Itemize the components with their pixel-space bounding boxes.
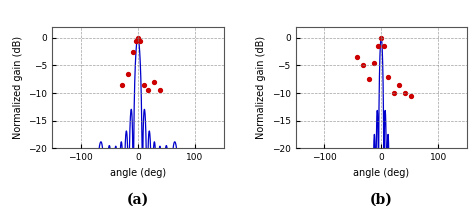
X-axis label: angle (deg): angle (deg) [353,168,409,178]
Text: (a): (a) [127,192,149,206]
Text: (b): (b) [370,192,392,206]
Y-axis label: Normalized gain (dB): Normalized gain (dB) [13,36,23,139]
Y-axis label: Normalized gain (dB): Normalized gain (dB) [256,36,266,139]
X-axis label: angle (deg): angle (deg) [110,168,166,178]
